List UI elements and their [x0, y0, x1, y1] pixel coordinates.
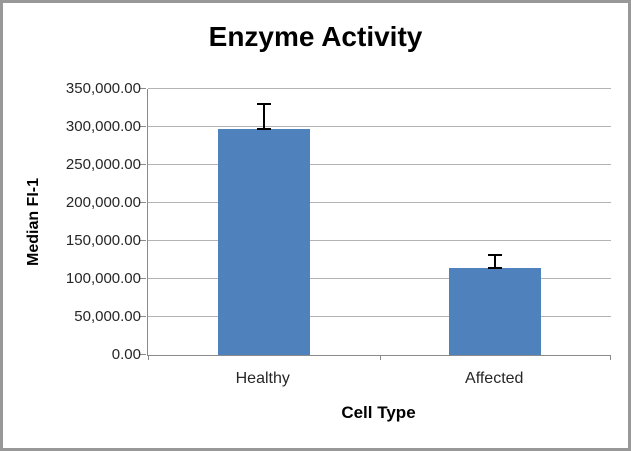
y-tick-label: 200,000.00 [65, 194, 141, 211]
y-tick-label: 50,000.00 [74, 308, 141, 325]
error-bar-cap-bottom [256, 128, 271, 131]
bar-affected [449, 267, 542, 355]
x-axis-title: Cell Type [341, 403, 416, 422]
error-bar-cap-top [256, 103, 271, 106]
y-axis-tick [140, 240, 146, 241]
gridline [148, 278, 611, 279]
x-axis-tick [379, 355, 381, 360]
gridline [148, 240, 611, 241]
y-axis-tick [140, 354, 146, 355]
y-tick-label: 350,000.00 [65, 80, 141, 97]
gridline [148, 316, 611, 317]
y-tick-label: 150,000.00 [65, 232, 141, 249]
error-bar-cap-top [488, 253, 503, 256]
gridline [148, 126, 611, 127]
gridline [148, 164, 611, 165]
y-tick-label: 100,000.00 [65, 270, 141, 287]
y-axis-tick [140, 88, 146, 89]
x-tick-label-healthy: Healthy [235, 370, 290, 387]
bar-healthy [217, 129, 310, 355]
x-axis-tick [148, 355, 149, 360]
y-tick-label: 0.00 [111, 346, 141, 363]
error-bar-line [262, 104, 265, 130]
gridline [148, 202, 611, 203]
y-tick-label: 300,000.00 [65, 118, 141, 135]
y-axis-tick [140, 316, 146, 317]
y-axis-tick [140, 278, 146, 279]
chart-title: Enzyme Activity [208, 21, 423, 52]
gridline [148, 88, 611, 89]
y-axis-tick [140, 126, 146, 127]
y-tick-label: 250,000.00 [65, 156, 141, 173]
error-bar-line [494, 254, 497, 268]
x-axis-tick [610, 355, 611, 360]
x-tick-label-affected: Affected [465, 370, 524, 387]
error-bar-cap-bottom [488, 266, 503, 269]
plot-area [140, 88, 611, 360]
y-axis-tick [140, 202, 146, 203]
y-axis-tick [140, 164, 146, 165]
